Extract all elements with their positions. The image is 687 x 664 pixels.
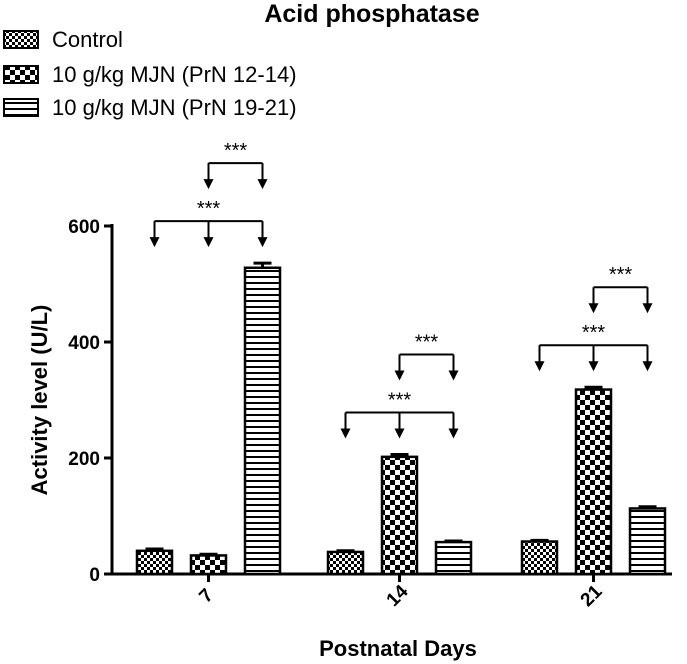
bracket-arrow (149, 237, 160, 248)
legend-swatch (3, 98, 39, 117)
x-tick-label: 7 (195, 585, 217, 607)
x-axis-label: Postnatal Days (319, 636, 477, 661)
y-tick-label: 600 (68, 217, 100, 238)
y-tick-label: 400 (68, 333, 100, 354)
legend-swatch (3, 30, 39, 49)
bar (520, 540, 559, 576)
chart-title: Acid phosphatase (264, 0, 479, 28)
significance-label: *** (224, 140, 248, 162)
y-tick-label: 0 (89, 565, 100, 586)
bar (434, 540, 473, 576)
bar (380, 455, 419, 576)
legend-swatch (3, 65, 39, 84)
y-axis-label: Activity level (U/L) (27, 305, 52, 496)
bracket-arrow (394, 428, 405, 439)
legend-label: Control (52, 27, 123, 52)
y-tick-label: 200 (68, 449, 100, 470)
legend: Control 10 g/kg MJN (PrN 12-14) 10 g/kg MJ… (3, 27, 297, 120)
bracket-arrow (642, 303, 653, 314)
legend-label: 10 g/kg MJN (PrN 12-14) (52, 62, 297, 87)
significance-label: *** (582, 322, 606, 344)
bar (135, 549, 174, 576)
significance-annotations: *** *** *** *** *** *** (149, 140, 653, 439)
bar (326, 550, 365, 576)
bar (628, 507, 667, 576)
significance-label: *** (197, 198, 221, 220)
bracket-arrow (203, 179, 214, 190)
x-tick-label: 14 (383, 581, 413, 611)
bracket-arrow (448, 370, 459, 381)
significance-label: *** (609, 264, 633, 286)
bar (243, 266, 282, 576)
significance-label: *** (388, 390, 412, 412)
bracket-arrow (588, 361, 599, 372)
bracket-arrow (340, 428, 351, 439)
bracket-arrow (257, 179, 268, 190)
significance-label: *** (415, 332, 439, 354)
bar (189, 554, 228, 576)
bracket-arrow (203, 237, 214, 248)
bracket-arrow (588, 303, 599, 314)
bracket-arrow (534, 361, 545, 372)
legend-label: 10 g/kg MJN (PrN 19-21) (52, 95, 297, 120)
bar (574, 388, 613, 576)
x-tick-label: 21 (577, 581, 607, 611)
bracket-arrow (394, 370, 405, 381)
bracket-arrow (642, 361, 653, 372)
bars (135, 261, 667, 576)
bracket-arrow (257, 237, 268, 248)
bracket-arrow (448, 428, 459, 439)
